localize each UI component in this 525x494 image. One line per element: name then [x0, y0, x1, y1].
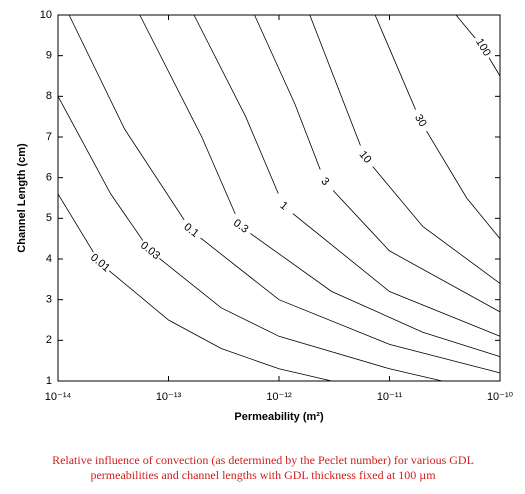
y-tick-label: 9 — [46, 50, 52, 62]
y-tick-label: 7 — [46, 131, 52, 143]
contour-label: 30 — [412, 112, 429, 129]
x-tick-label: 10⁻¹² — [266, 391, 292, 403]
caption-line: permeabilities and channel lengths with … — [90, 468, 436, 482]
y-tick-label: 3 — [46, 294, 52, 306]
y-tick-label: 4 — [46, 253, 52, 265]
contour-label-bg — [351, 143, 379, 172]
contour-label-bg — [311, 168, 339, 196]
contour-line — [193, 14, 501, 337]
y-tick-label: 5 — [46, 212, 52, 224]
x-axis-label: Permeability (m²) — [234, 411, 324, 423]
y-tick-label: 10 — [40, 9, 52, 21]
contour-label-bg — [470, 33, 496, 62]
y-tick-label: 2 — [46, 334, 52, 346]
x-tick-label: 10⁻¹⁴ — [45, 391, 72, 403]
contour-label-bg — [177, 217, 205, 244]
contour-line — [374, 14, 501, 239]
contour-label-bg — [226, 213, 255, 240]
contour-line — [57, 193, 332, 382]
contour-line — [57, 96, 443, 382]
contour-line — [309, 14, 501, 284]
x-tick-label: 10⁻¹¹ — [377, 391, 403, 403]
contour-line — [139, 14, 501, 357]
contour-label-bg — [269, 193, 298, 220]
contour-line — [254, 14, 501, 313]
y-axis-label: Channel Length (cm) — [16, 143, 28, 253]
contour-label-bg — [86, 250, 114, 277]
contour-line — [68, 14, 501, 374]
contour-label-bg — [408, 106, 433, 135]
caption-line: Relative influence of convection (as det… — [52, 453, 474, 467]
y-tick-label: 8 — [46, 90, 52, 102]
y-tick-label: 1 — [46, 375, 52, 387]
x-tick-label: 10⁻¹³ — [156, 391, 182, 403]
contour-label-bg — [136, 237, 164, 264]
x-tick-label: 10⁻¹⁰ — [487, 391, 514, 403]
y-tick-label: 6 — [46, 172, 52, 184]
